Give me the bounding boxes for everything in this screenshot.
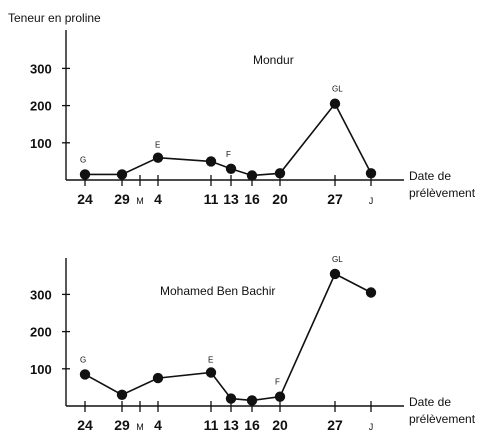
panel2-point-24 bbox=[79, 369, 91, 380]
panel1-xtick-label-4: 4 bbox=[154, 191, 162, 207]
panel1-xtick-label-11: 11 bbox=[204, 191, 219, 207]
panel2-x-label-line1: Date de bbox=[409, 395, 451, 409]
panel2-ytick-label-300: 300 bbox=[30, 287, 52, 302]
panel1-annotation-GL: GL bbox=[332, 85, 343, 94]
panel1-point-29 bbox=[116, 169, 128, 180]
panel2-point-13 bbox=[225, 393, 237, 404]
panel1-xtick-label-M: M bbox=[136, 196, 144, 206]
panel2-xtick-label-J: J bbox=[369, 422, 374, 432]
panel2-title: Mohamed Ben Bachir bbox=[160, 284, 275, 298]
panel1-xtick-label-16: 16 bbox=[244, 191, 260, 207]
panel1-point-24 bbox=[79, 169, 91, 180]
panel1-point-J bbox=[365, 168, 377, 179]
panel2-xtick-label-4: 4 bbox=[154, 417, 162, 433]
panel2-annotation-G: G bbox=[80, 355, 86, 364]
panel1-x-label-line2: prélèvement bbox=[409, 186, 476, 200]
y-axis-label: Teneur en proline bbox=[8, 11, 101, 25]
panel1-ytick-label-300: 300 bbox=[30, 61, 52, 76]
panel2-point-16 bbox=[246, 395, 258, 406]
panel1-xtick-label-20: 20 bbox=[272, 191, 288, 207]
panel1-xtick-label-J: J bbox=[369, 196, 374, 206]
panel1-annotation-F: F bbox=[226, 150, 231, 159]
panel1-x-label-line1: Date de bbox=[409, 169, 451, 183]
panel1-xtick-label-13: 13 bbox=[223, 191, 239, 207]
panel2-ytick-label-200: 200 bbox=[30, 325, 52, 340]
panel2-xtick-label-20: 20 bbox=[272, 417, 288, 433]
panel2-xtick-label-16: 16 bbox=[244, 417, 260, 433]
panel1-point-16 bbox=[246, 170, 258, 181]
panel1-point-13 bbox=[225, 163, 237, 174]
panel1-annotation-E: E bbox=[155, 141, 160, 150]
panel2-xtick-label-24: 24 bbox=[77, 417, 93, 433]
panel1-annotation-G: G bbox=[80, 155, 86, 164]
panel1-point-20 bbox=[274, 168, 286, 179]
panel2-point-27 bbox=[329, 268, 341, 280]
panel2-point-20 bbox=[274, 391, 286, 402]
panel1-xtick-label-27: 27 bbox=[327, 191, 343, 207]
panel1-ytick-label-200: 200 bbox=[30, 99, 52, 114]
panel1-ytick-label-100: 100 bbox=[30, 136, 52, 151]
panel2-point-29 bbox=[116, 389, 128, 400]
panel1-xtick-label-24: 24 bbox=[77, 191, 93, 207]
panel1-xtick-label-29: 29 bbox=[114, 191, 130, 207]
panel2-x-label-line2: prélèvement bbox=[409, 412, 476, 426]
panel1-point-11 bbox=[205, 156, 217, 167]
panel2-ytick-label-100: 100 bbox=[30, 362, 52, 377]
panel1-title: Mondur bbox=[253, 53, 294, 67]
panel2-annotation-E: E bbox=[208, 356, 213, 365]
panel1-point-27 bbox=[329, 98, 341, 109]
panel2-point-11 bbox=[205, 367, 217, 378]
panel2-xtick-label-29: 29 bbox=[114, 417, 130, 433]
panel2-xtick-label-M: M bbox=[136, 422, 144, 432]
panel2-annotation-F: F bbox=[275, 378, 280, 387]
panel1-point-4 bbox=[152, 152, 164, 163]
panel2-xtick-label-27: 27 bbox=[327, 417, 343, 433]
panel2-xtick-label-13: 13 bbox=[223, 417, 239, 433]
panel2-annotation-GL: GL bbox=[332, 255, 343, 264]
panel2-point-4 bbox=[152, 372, 164, 384]
panel2-xtick-label-11: 11 bbox=[204, 417, 219, 433]
panel2-point-J bbox=[365, 287, 377, 298]
